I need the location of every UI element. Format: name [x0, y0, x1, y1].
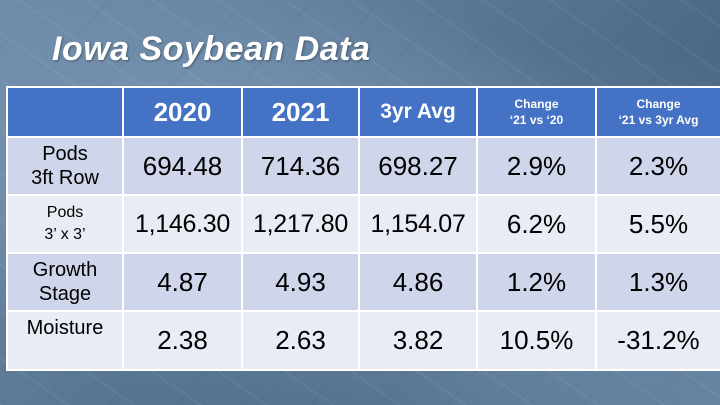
- cell-change-vs-2020: 2.9%: [476, 136, 597, 196]
- cell-2021: 714.36: [241, 136, 360, 196]
- cell-2020: 4.87: [122, 252, 243, 312]
- header-change-vs-3yr-avg-line2: ‘21 vs 3yr Avg: [618, 113, 699, 127]
- table-header-row: 2020 2021 3yr Avg Change ‘21 vs ‘20 Chan…: [6, 86, 720, 138]
- header-2020: 2020: [122, 86, 243, 138]
- cell-3yr-avg: 4.86: [358, 252, 478, 312]
- header-2021: 2021: [241, 86, 360, 138]
- row-label-line1: Moisture: [26, 317, 104, 339]
- table-row-pods-3x3: Pods 3’ x 3’ 1,146.30 1,217.80 1,154.07 …: [6, 194, 720, 254]
- row-label-line1: Pods: [46, 204, 84, 221]
- cell-change-vs-3yr-avg: -31.2%: [595, 310, 720, 371]
- cell-change-vs-2020: 1.2%: [476, 252, 597, 312]
- cell-3yr-avg: 1,154.07: [358, 194, 478, 254]
- row-label-line1: Pods: [42, 143, 88, 165]
- row-label: Pods 3ft Row: [6, 136, 124, 196]
- cell-change-vs-3yr-avg: 2.3%: [595, 136, 720, 196]
- row-label-line2: 3’ x 3’: [44, 226, 86, 243]
- row-label-line1: Growth: [32, 259, 98, 281]
- soybean-data-table: 2020 2021 3yr Avg Change ‘21 vs ‘20 Chan…: [6, 86, 720, 371]
- cell-3yr-avg: 3.82: [358, 310, 478, 371]
- cell-change-vs-2020: 6.2%: [476, 194, 597, 254]
- header-3yr-avg: 3yr Avg: [358, 86, 478, 138]
- cell-2020: 1,146.30: [122, 194, 243, 254]
- cell-change-vs-2020: 10.5%: [476, 310, 597, 371]
- cell-change-vs-3yr-avg: 1.3%: [595, 252, 720, 312]
- row-label: Pods 3’ x 3’: [6, 194, 124, 254]
- header-change-vs-2020-line2: ‘21 vs ‘20: [509, 113, 564, 127]
- page-title: Iowa Soybean Data: [52, 30, 371, 68]
- table-row-moisture: Moisture 2.38 2.63 3.82 10.5% -31.2%: [6, 310, 720, 371]
- cell-change-vs-3yr-avg: 5.5%: [595, 194, 720, 254]
- row-label-line2: Stage: [38, 283, 92, 305]
- cell-2020: 2.38: [122, 310, 243, 371]
- cell-2021: 2.63: [241, 310, 360, 371]
- cell-3yr-avg: 698.27: [358, 136, 478, 196]
- header-change-vs-2020: Change ‘21 vs ‘20: [476, 86, 597, 138]
- header-change-vs-3yr-avg: Change ‘21 vs 3yr Avg: [595, 86, 720, 138]
- row-label: Growth Stage: [6, 252, 124, 312]
- header-empty-cell: [6, 86, 124, 138]
- table-row-growth-stage: Growth Stage 4.87 4.93 4.86 1.2% 1.3%: [6, 252, 720, 312]
- table-row-pods-3ft-row: Pods 3ft Row 694.48 714.36 698.27 2.9% 2…: [6, 136, 720, 196]
- cell-2021: 1,217.80: [241, 194, 360, 254]
- row-label-line2: 3ft Row: [31, 167, 99, 189]
- row-label: Moisture: [6, 310, 124, 371]
- cell-2020: 694.48: [122, 136, 243, 196]
- header-change-vs-3yr-avg-line1: Change: [636, 97, 681, 111]
- cell-2021: 4.93: [241, 252, 360, 312]
- header-change-vs-2020-line1: Change: [514, 97, 559, 111]
